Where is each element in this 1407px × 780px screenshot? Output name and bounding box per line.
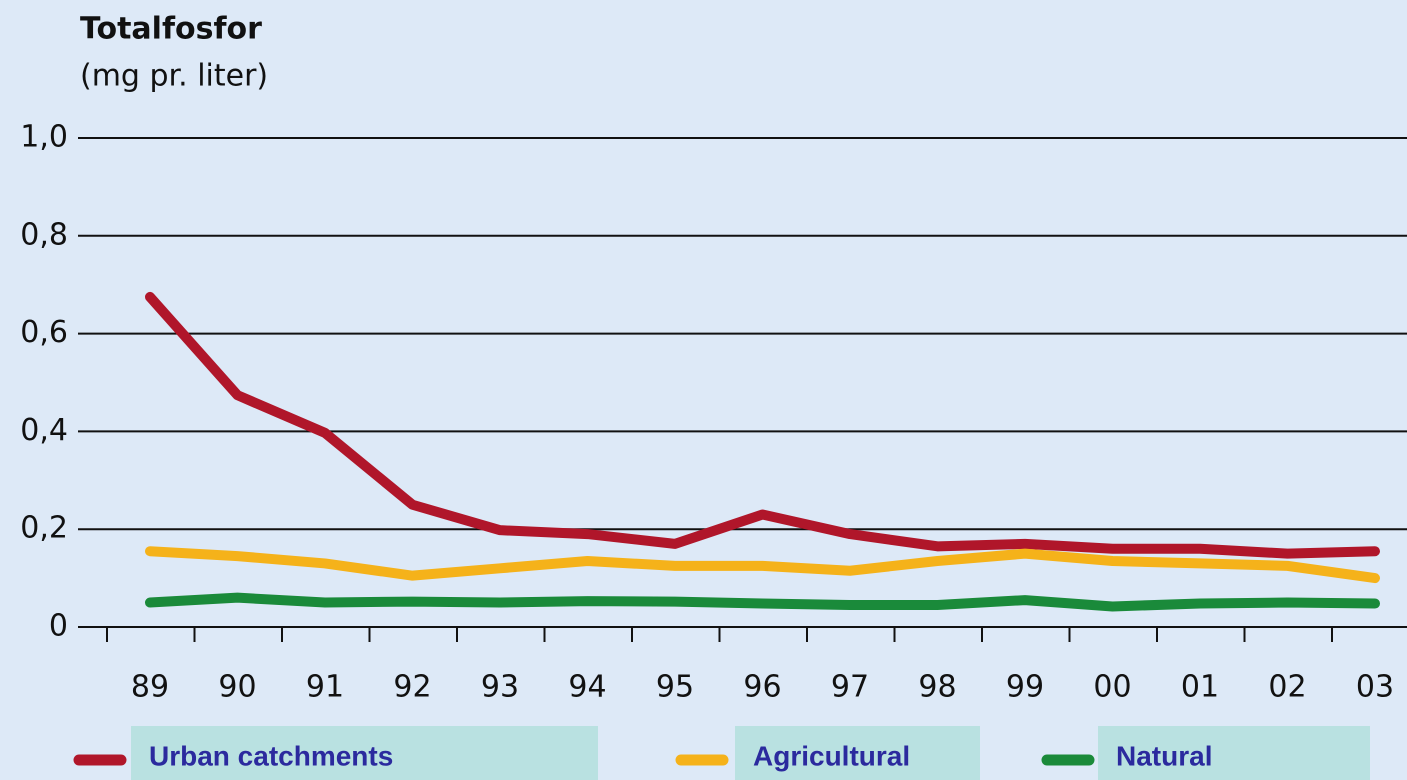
x-tick-label: 90 [218,670,256,705]
x-tick-label: 95 [656,670,694,705]
x-tick-label: 02 [1268,670,1306,705]
y-tick-label: 1,0 [20,120,68,155]
x-tick-label: 01 [1181,670,1219,705]
x-tick-label: 98 [918,670,956,705]
x-tick-label: 03 [1356,670,1394,705]
line-series [145,546,1380,584]
chart-title: Totalfosfor [80,12,262,47]
x-tick-label: 91 [306,670,344,705]
legend-box [735,726,980,780]
line-series [145,592,1380,612]
x-tick-label: 96 [743,670,781,705]
legend-label: Urban catchments [149,740,393,771]
legend-label: Natural [1116,740,1212,771]
x-tick-label: 94 [568,670,606,705]
x-tick-label: 00 [1093,670,1131,705]
y-tick-label: 0,8 [20,217,68,252]
y-tick-label: 0,4 [20,413,68,448]
line-series [145,291,1380,559]
x-tick-label: 92 [393,670,431,705]
y-tick-label: 0 [49,609,68,644]
x-tick-label: 93 [481,670,519,705]
legend-box [131,726,598,780]
y-tick-label: 0,6 [20,315,68,350]
chart-subtitle: (mg pr. liter) [80,59,268,94]
x-tick-label: 99 [1006,670,1044,705]
y-tick-label: 0,2 [20,511,68,546]
x-tick-label: 89 [131,670,169,705]
legend-label: Agricultural [753,740,910,771]
x-tick-label: 97 [831,670,869,705]
legend-box [1098,726,1370,780]
